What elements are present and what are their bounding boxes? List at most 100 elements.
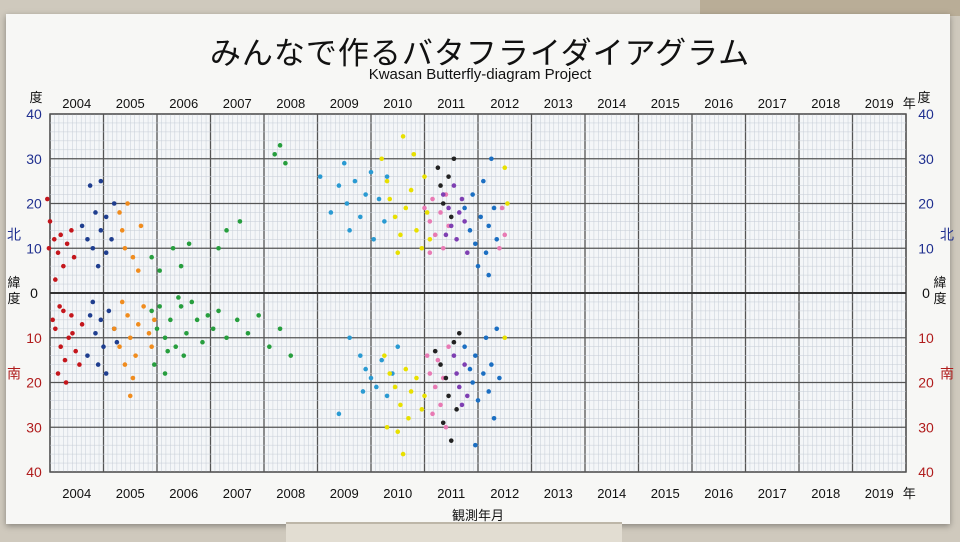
- data-point: [101, 344, 106, 350]
- y-tick-label-left: 20: [26, 196, 42, 212]
- data-point: [489, 156, 494, 162]
- data-point: [122, 362, 128, 367]
- data-point: [347, 228, 352, 233]
- data-point: [109, 237, 114, 242]
- data-point: [424, 210, 430, 215]
- data-point: [368, 375, 374, 381]
- data-point: [382, 353, 387, 358]
- data-point: [384, 174, 390, 179]
- x-tick-label-top: 2010: [383, 96, 412, 111]
- data-point: [58, 232, 63, 238]
- data-series: [111, 201, 157, 399]
- x-tick-label-top: 2011: [437, 96, 465, 111]
- x-tick-label-top: 2017: [758, 96, 787, 111]
- data-point: [505, 201, 510, 206]
- data-point: [422, 205, 427, 211]
- data-point: [406, 416, 411, 421]
- data-point: [347, 335, 352, 341]
- data-point: [440, 192, 446, 197]
- data-point: [224, 335, 229, 341]
- data-point: [283, 160, 288, 166]
- data-point: [459, 402, 465, 408]
- data-point: [141, 304, 146, 309]
- data-point: [173, 344, 179, 350]
- x-tick-label-top: 2005: [116, 96, 145, 111]
- data-point: [398, 232, 403, 238]
- data-point: [384, 178, 390, 184]
- x-tick-label-bottom: 2009: [330, 486, 359, 501]
- y-tick-label-left: 40: [26, 464, 42, 480]
- data-point: [435, 357, 441, 363]
- x-tick-label-bottom: 2016: [704, 486, 733, 501]
- data-point: [448, 223, 454, 229]
- x-tick-label-bottom: 2004: [62, 486, 91, 501]
- data-point: [58, 344, 63, 350]
- data-point: [462, 362, 467, 367]
- data-point: [61, 263, 66, 269]
- x-tick-label-top: 2015: [651, 96, 680, 111]
- data-point: [130, 375, 136, 381]
- x-tick-label-bottom: 2018: [811, 486, 840, 501]
- data-point: [473, 353, 478, 358]
- data-point: [245, 330, 251, 336]
- data-series: [45, 196, 85, 385]
- data-point: [85, 353, 90, 358]
- data-point: [98, 178, 104, 184]
- page-subtitle: Kwasan Butterfly-diagram Project: [368, 66, 592, 83]
- data-point: [87, 183, 93, 188]
- x-tick-label-top: 2006: [169, 96, 198, 111]
- data-point: [470, 380, 475, 385]
- year-unit-label-top: 年: [903, 96, 916, 111]
- data-point: [130, 254, 136, 260]
- data-point: [288, 353, 294, 358]
- data-point: [46, 245, 52, 251]
- y-tick-label-right: 40: [918, 464, 934, 480]
- data-point: [341, 160, 347, 166]
- data-point: [494, 326, 500, 332]
- data-series: [149, 143, 294, 376]
- data-point: [146, 330, 152, 336]
- data-point: [440, 420, 446, 426]
- data-point: [90, 299, 96, 305]
- data-point: [363, 192, 368, 197]
- data-point: [481, 371, 486, 376]
- data-point: [138, 223, 144, 229]
- data-point: [55, 250, 61, 256]
- x-tick-label-top: 2013: [544, 96, 573, 111]
- data-point: [379, 156, 385, 162]
- data-point: [465, 250, 470, 256]
- data-point: [470, 192, 475, 197]
- data-point: [87, 313, 93, 318]
- data-point: [497, 245, 502, 251]
- y-axis-label-right: 度: [933, 291, 946, 307]
- data-point: [135, 268, 141, 273]
- data-point: [478, 214, 483, 220]
- data-point: [61, 308, 66, 314]
- data-point: [435, 165, 441, 170]
- data-point: [440, 201, 446, 206]
- data-point: [149, 254, 154, 260]
- data-point: [456, 210, 462, 215]
- data-point: [376, 196, 382, 202]
- y-tick-label-left: 40: [26, 106, 42, 122]
- data-point: [371, 237, 376, 242]
- data-point: [395, 344, 401, 350]
- x-tick-label-top: 2012: [490, 96, 519, 111]
- north-label-left: 北: [7, 227, 21, 243]
- x-tick-label-top: 2018: [811, 96, 840, 111]
- y-tick-label-right: 40: [918, 106, 934, 122]
- data-point: [473, 241, 478, 247]
- data-point: [135, 322, 141, 327]
- data-point: [502, 232, 508, 238]
- data-point: [446, 393, 451, 399]
- y-tick-label-right: 10: [918, 330, 934, 346]
- data-point: [200, 339, 205, 345]
- data-point: [408, 389, 414, 394]
- data-point: [481, 178, 486, 184]
- data-point: [95, 263, 101, 269]
- data-point: [64, 241, 70, 247]
- data-point: [51, 237, 57, 242]
- data-point: [486, 223, 492, 229]
- data-point: [497, 375, 502, 381]
